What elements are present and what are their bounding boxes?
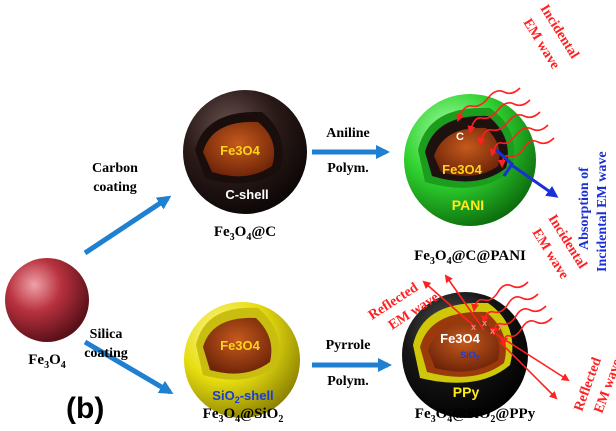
- fe3o4-label: Fe3O4: [28, 352, 66, 371]
- ppy-core-label: Fe3O4: [440, 331, 481, 346]
- arrow-carbon-coating: [83, 195, 172, 256]
- step-pyrrole-line1: Pyrrole: [326, 338, 371, 353]
- incident-wave-arrows-bottom: [471, 281, 553, 346]
- svg-text:x: x: [471, 322, 476, 332]
- step-carbon-line2: coating: [93, 180, 137, 195]
- fe3o4-sio2-ppy-sphere: [402, 292, 528, 418]
- reflected-wave-arrows: [422, 274, 570, 400]
- panel-label: (b): [66, 392, 104, 425]
- step-silica-line1: Silica: [90, 327, 123, 342]
- svg-text:x: x: [490, 326, 495, 336]
- x-marks: x x x x: [471, 318, 503, 336]
- sio2-shell-label: SiO2-shell: [212, 388, 273, 405]
- fe3o4-c-sphere: [183, 90, 307, 214]
- step-silica-line2: coating: [84, 346, 128, 361]
- pani-inner-label: C: [456, 131, 464, 143]
- sio2-core-label: Fe3O4: [220, 338, 261, 353]
- c-core-label: Fe3O4: [220, 143, 261, 158]
- step-aniline-line1: Aniline: [326, 126, 370, 141]
- absorption-line2: Incidental EM wave: [595, 151, 610, 272]
- pani-core-label: Fe3O4: [442, 162, 483, 177]
- step-carbon-line1: Carbon: [92, 161, 138, 176]
- ppy-inner-label: SiO2: [460, 350, 480, 362]
- fe3o4-c-pani-label: Fe3O4@C@PANI: [414, 248, 526, 267]
- fe3o4-sio2-ppy-label: Fe3O4@SiO2@PPy: [415, 406, 536, 425]
- pani-shell-label: PANI: [452, 197, 484, 213]
- ppy-shell-label: PPy: [453, 384, 480, 400]
- step-pyrrole-line2: Polym.: [327, 374, 369, 389]
- absorption-line1: Absorption of: [577, 167, 592, 250]
- fe3o4-sio2-label: Fe3O4@SiO2: [203, 406, 284, 425]
- step-aniline-line2: Polym.: [327, 161, 369, 176]
- c-shell-label: C-shell: [225, 187, 268, 202]
- svg-text:x: x: [498, 322, 503, 332]
- fe3o4-c-label: Fe3O4@C: [214, 224, 276, 243]
- svg-text:x: x: [482, 318, 487, 328]
- arrow-silica-coating: [83, 339, 174, 395]
- fe3o4-sio2-sphere: [184, 302, 300, 418]
- process-arrows: [83, 145, 392, 395]
- incident-wave-arrows-top: [456, 87, 555, 168]
- absorption-bracket: [495, 148, 559, 198]
- fe3o4-sphere: [5, 258, 89, 342]
